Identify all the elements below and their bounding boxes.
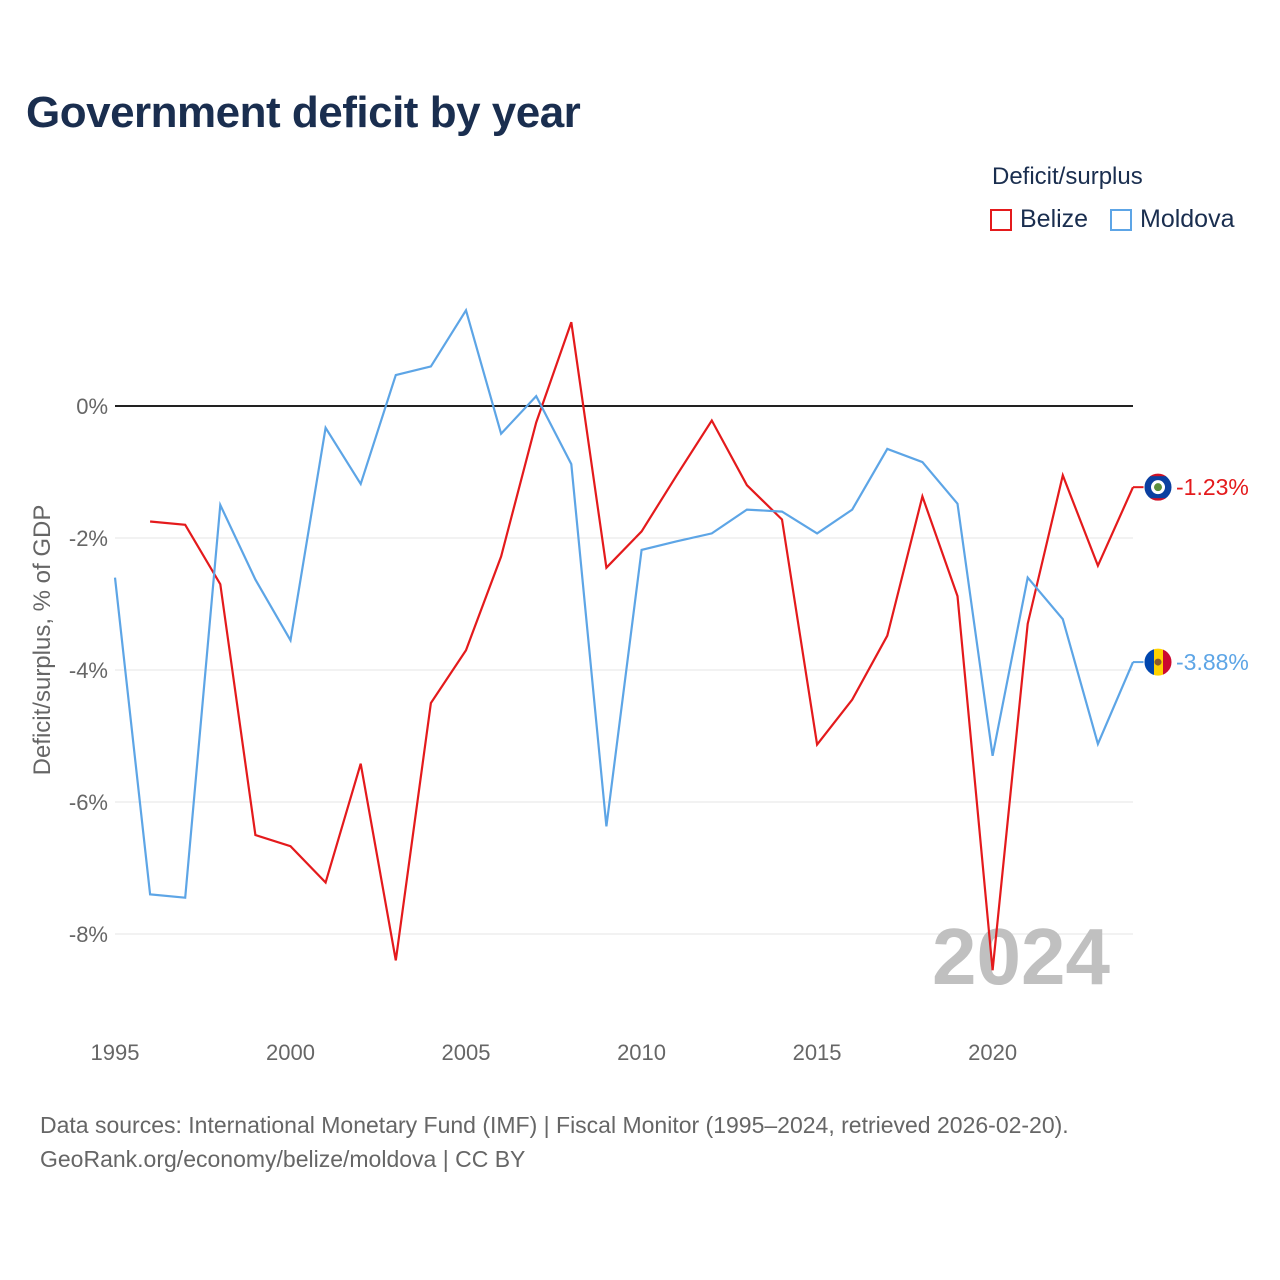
page-title: Government deficit by year <box>26 88 581 137</box>
x-axis-ticks: 1995 2000 2005 2010 2015 2020 <box>91 1040 1018 1065</box>
legend-item-moldova[interactable]: Moldova <box>1110 205 1235 234</box>
y-tick-label: -8% <box>69 922 108 947</box>
x-tick-label: 2010 <box>617 1040 666 1065</box>
legend-item-belize[interactable]: Belize <box>990 205 1088 234</box>
grid-lines <box>115 537 1133 935</box>
series-line-belize[interactable] <box>149 321 1135 971</box>
flag-belize-icon <box>1143 472 1173 502</box>
footer-link[interactable]: GeoRank.org/economy/belize/moldova | CC … <box>40 1146 526 1172</box>
x-tick-label: 2015 <box>793 1040 842 1065</box>
legend-swatch-moldova <box>1110 208 1132 231</box>
x-tick-label: 2000 <box>266 1040 315 1065</box>
legend-swatch-belize <box>990 208 1012 231</box>
x-tick-label: 2020 <box>968 1040 1017 1065</box>
end-label-belize: -1.23% <box>1176 474 1249 500</box>
legend-title: Deficit/surplus <box>992 163 1143 190</box>
footer-sources: Data sources: International Monetary Fun… <box>40 1112 1069 1138</box>
footer: Data sources: International Monetary Fun… <box>40 1108 1069 1176</box>
y-tick-label: -4% <box>69 658 108 683</box>
year-watermark: 2024 <box>932 912 1110 1001</box>
end-label-moldova: -3.88% <box>1176 649 1249 675</box>
series-lines <box>113 307 1135 971</box>
y-axis-ticks: 0% -2% -4% -6% -8% <box>69 394 108 947</box>
y-axis-label: Deficit/surplus, % of GDP <box>29 505 56 776</box>
legend-label-moldova: Moldova <box>1140 205 1235 233</box>
y-tick-label: 0% <box>76 394 108 419</box>
line-chart: 0%-2%-4%-6%-8% 1995 2000 2005 2010 2015 2020 … <box>29 307 1249 1065</box>
series-line-moldova[interactable] <box>113 307 1135 899</box>
y-tick-label: -6% <box>69 790 108 815</box>
legend-label-belize: Belize <box>1020 205 1089 233</box>
x-tick-label: 2005 <box>442 1040 491 1065</box>
end-labels: -1.23% -3.88% <box>1133 472 1249 677</box>
x-tick-label: 1995 <box>91 1040 140 1065</box>
y-tick-label: -2% <box>69 526 108 551</box>
flag-moldova-icon <box>1143 647 1173 677</box>
